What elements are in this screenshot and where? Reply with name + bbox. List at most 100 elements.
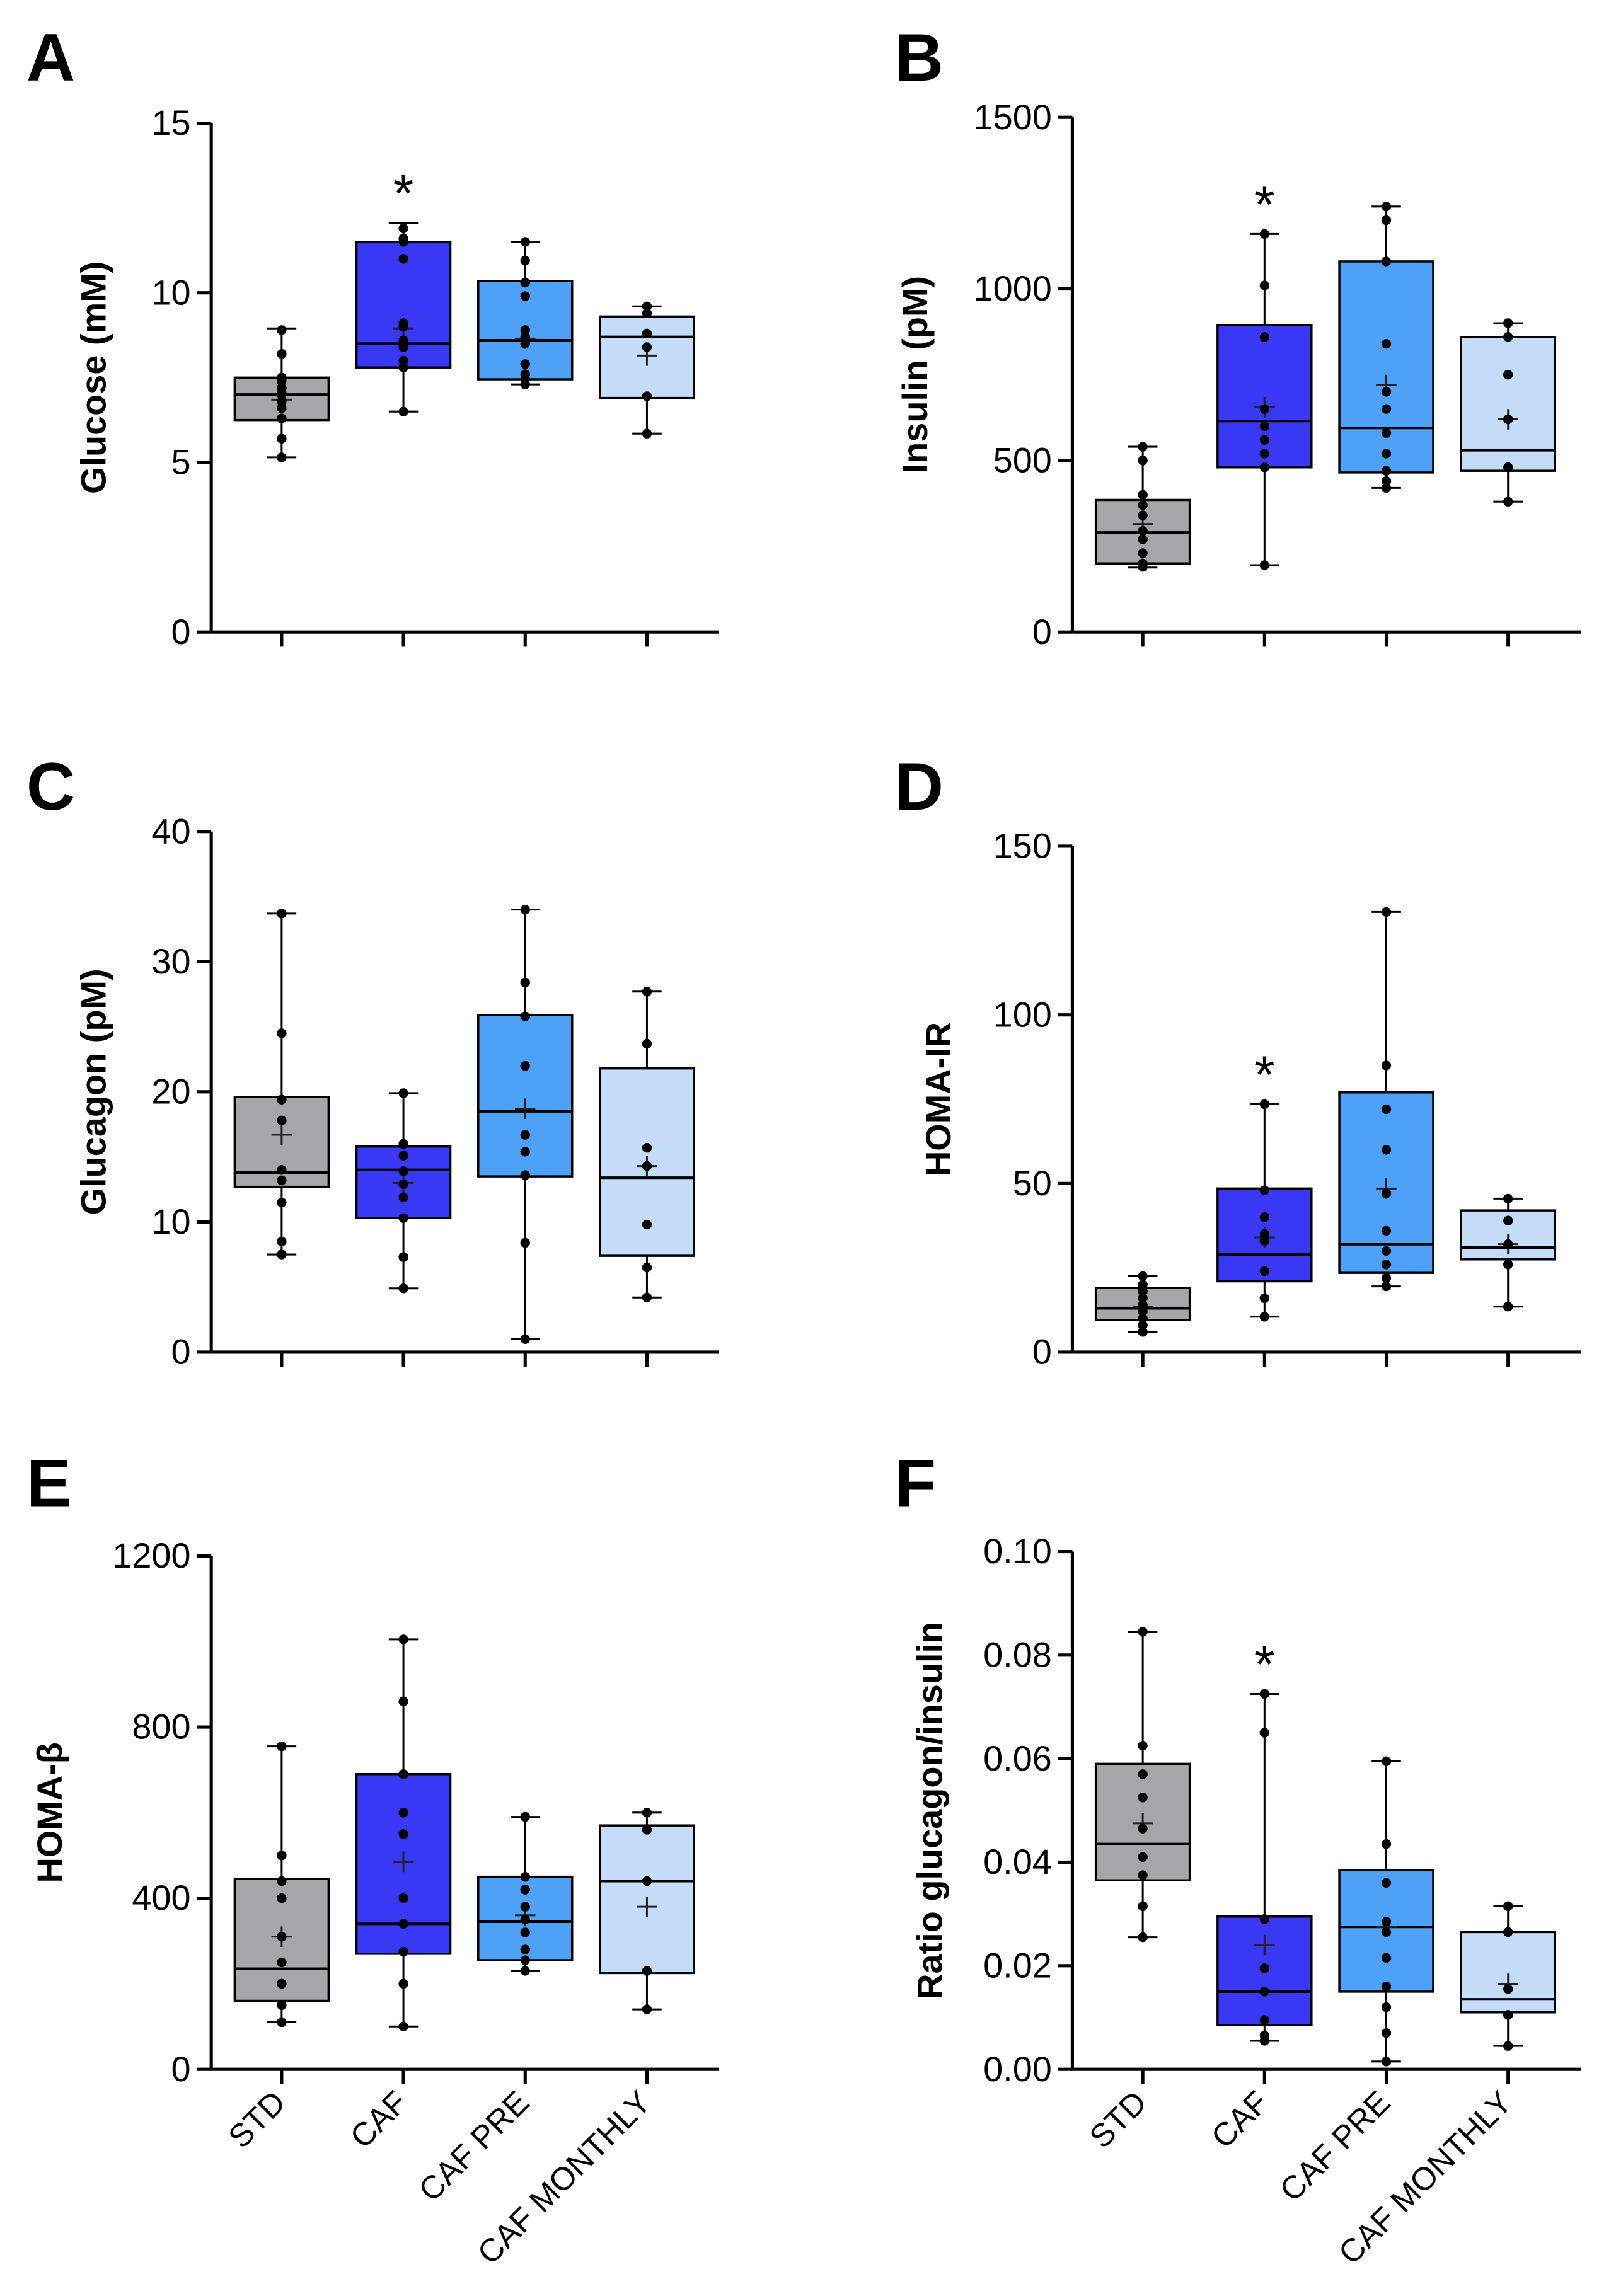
data-point bbox=[1259, 1312, 1270, 1322]
data-point bbox=[1381, 1260, 1392, 1270]
y-tick-label: 0 bbox=[171, 612, 190, 651]
data-point bbox=[642, 1219, 652, 1230]
data-point bbox=[1503, 497, 1513, 507]
data-point bbox=[520, 1966, 530, 1976]
box-caf-monthly bbox=[1460, 1193, 1556, 1367]
data-point bbox=[1138, 1823, 1148, 1834]
y-tick-label: 0.02 bbox=[983, 1945, 1052, 1985]
data-point bbox=[1259, 280, 1270, 290]
x-tick-label: STD bbox=[1083, 2084, 1154, 2155]
data-point bbox=[398, 254, 408, 264]
data-point bbox=[1259, 1229, 1270, 1239]
box-caf-pre bbox=[1338, 907, 1434, 1367]
y-axis-title: Glucose (mM) bbox=[74, 261, 113, 494]
data-point bbox=[1259, 1212, 1270, 1222]
data-point bbox=[1138, 1793, 1148, 1803]
data-point bbox=[1503, 1901, 1513, 1912]
data-point bbox=[398, 2021, 408, 2031]
y-tick-label: 1000 bbox=[974, 268, 1052, 308]
data-point bbox=[398, 342, 408, 352]
data-point bbox=[1138, 442, 1148, 452]
data-point bbox=[398, 1151, 408, 1161]
x-tick-label: CAF PRE bbox=[1273, 2084, 1397, 2208]
box-std bbox=[1094, 1627, 1191, 2084]
panel-label: A bbox=[26, 20, 75, 95]
y-tick-label: 40 bbox=[151, 811, 190, 851]
data-point bbox=[1381, 1188, 1392, 1199]
data-point bbox=[1381, 428, 1392, 438]
data-point bbox=[1503, 370, 1513, 380]
data-point bbox=[1138, 1307, 1148, 1317]
data-point bbox=[1381, 2057, 1392, 2067]
data-point bbox=[398, 318, 408, 328]
data-point bbox=[1381, 476, 1392, 486]
data-point bbox=[520, 1334, 530, 1344]
data-point bbox=[1138, 1293, 1148, 1304]
data-point bbox=[642, 1142, 652, 1153]
box-caf: * bbox=[355, 164, 452, 647]
iqr-box bbox=[1216, 323, 1313, 469]
data-point bbox=[1381, 2028, 1392, 2038]
data-point bbox=[520, 1902, 530, 1912]
box-caf-pre bbox=[477, 1811, 574, 2084]
data-point bbox=[398, 1946, 408, 1957]
data-point bbox=[642, 1808, 652, 1818]
data-point bbox=[1503, 414, 1513, 425]
data-point bbox=[1381, 1060, 1392, 1071]
box-caf bbox=[355, 1634, 452, 2084]
data-point bbox=[398, 233, 408, 244]
y-tick-label: 400 bbox=[132, 1878, 190, 1917]
data-point bbox=[520, 359, 530, 369]
box-caf-pre bbox=[477, 237, 574, 647]
data-point bbox=[1259, 404, 1270, 414]
box-caf-pre bbox=[477, 904, 574, 1367]
panel-B: B 0 500 1000 1500 Insulin (pM) * bbox=[895, 20, 1582, 651]
data-point bbox=[520, 1944, 530, 1954]
data-point bbox=[1259, 560, 1270, 570]
data-point bbox=[642, 987, 652, 997]
y-tick-label: 10 bbox=[151, 1202, 190, 1241]
y-axis-title: HOMA-IR bbox=[918, 1022, 958, 1176]
y-tick-label: 20 bbox=[151, 1071, 190, 1111]
data-point bbox=[1503, 1984, 1513, 1994]
box-std bbox=[1094, 1271, 1191, 1367]
data-point bbox=[520, 1170, 530, 1180]
y-tick-label: 0.08 bbox=[983, 1634, 1052, 1674]
box-caf-monthly bbox=[599, 301, 695, 647]
data-point bbox=[1381, 1917, 1392, 1927]
data-point bbox=[1138, 1901, 1148, 1912]
data-point bbox=[277, 372, 287, 383]
data-point bbox=[1259, 229, 1270, 239]
data-point bbox=[398, 406, 408, 416]
data-point bbox=[398, 1192, 408, 1202]
y-tick-label: 150 bbox=[993, 826, 1052, 866]
data-point bbox=[1259, 462, 1270, 473]
y-tick-label: 0.04 bbox=[983, 1842, 1052, 1881]
data-point bbox=[398, 1139, 408, 1149]
data-point bbox=[277, 1249, 287, 1260]
data-point bbox=[1503, 332, 1513, 342]
data-point bbox=[1138, 1852, 1148, 1862]
data-point bbox=[520, 1237, 530, 1248]
data-point bbox=[1138, 490, 1148, 500]
data-point bbox=[277, 1028, 287, 1038]
data-point bbox=[1381, 483, 1392, 493]
data-point bbox=[398, 355, 408, 366]
data-point bbox=[1138, 456, 1148, 466]
y-tick-label: 500 bbox=[993, 440, 1052, 479]
data-point bbox=[277, 1741, 287, 1752]
data-point bbox=[277, 413, 287, 423]
data-point bbox=[1259, 1914, 1270, 1924]
data-point bbox=[1259, 332, 1270, 342]
data-point bbox=[1381, 338, 1392, 349]
data-point bbox=[1381, 404, 1392, 414]
iqr-box bbox=[1338, 260, 1434, 474]
data-point bbox=[1381, 1756, 1392, 1766]
data-point bbox=[520, 977, 530, 988]
data-point bbox=[1503, 1260, 1513, 1270]
box-caf bbox=[355, 1088, 452, 1367]
data-point bbox=[642, 1263, 652, 1273]
data-point bbox=[520, 1130, 530, 1140]
